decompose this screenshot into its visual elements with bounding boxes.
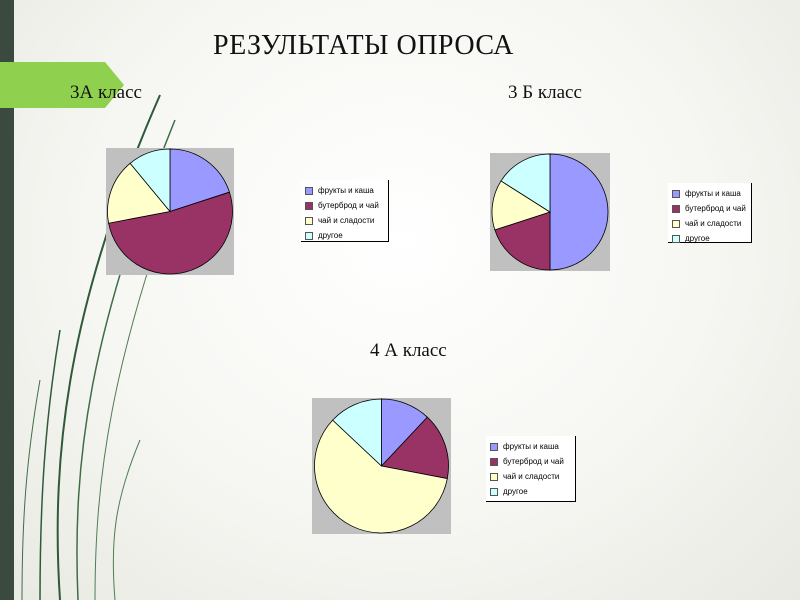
legend-item-other: другое: [305, 228, 384, 243]
legend-item-sandwich-tea: бутерброд и чай: [672, 201, 747, 216]
legend-item-sandwich-tea: бутерброд и чай: [490, 454, 571, 469]
legend-item-fruits-porridge: фрукты и каша: [490, 439, 571, 454]
legend-label: фрукты и каша: [685, 189, 741, 198]
chart-title-3a: 3А класс: [70, 82, 142, 103]
pie-slice-other: [332, 398, 382, 467]
legend-item-fruits-porridge: фрукты и каша: [672, 186, 747, 201]
pie-chart-4a: [314, 398, 449, 534]
legend-swatch: [305, 201, 313, 210]
legend-item-other: другое: [672, 231, 747, 246]
pie-slice-sandwich-tea: [108, 191, 233, 275]
legend-swatch: [672, 234, 680, 243]
pie-slice-tea-sweets: [107, 162, 171, 224]
legend-item-fruits-porridge: фрукты и каша: [305, 183, 384, 198]
legend-label: фрукты и каша: [503, 442, 559, 451]
page-title: РЕЗУЛЬТАТЫ ОПРОСА: [213, 30, 514, 61]
legend-label: другое: [318, 231, 343, 240]
legend-label: другое: [685, 234, 710, 243]
left-accent-bar: [0, 0, 14, 600]
pie-slice-fruits-porridge: [549, 153, 609, 271]
legend-swatch: [490, 472, 498, 481]
pie-chart-3a: [107, 148, 233, 275]
legend-label: другое: [503, 487, 528, 496]
chart-title-3b: 3 Б класс: [508, 82, 582, 103]
pie-slice-sandwich-tea: [494, 211, 551, 271]
legend-label: чай и сладости: [318, 216, 375, 225]
legend-label: бутерброд и чай: [318, 201, 379, 210]
legend-label: бутерброд и чай: [685, 204, 746, 213]
legend-label: чай и сладости: [685, 219, 742, 228]
legend-item-tea-sweets: чай и сладости: [490, 469, 571, 484]
legend-item-tea-sweets: чай и сладости: [672, 216, 747, 231]
legend-swatch: [305, 231, 313, 240]
legend-swatch: [305, 186, 313, 195]
legend-3a: фрукты и каша бутерброд и чай чай и сладос…: [301, 180, 389, 242]
pie-slice-tea-sweets: [314, 419, 448, 534]
pie-chart-3b: [491, 153, 609, 271]
legend-label: чай и сладости: [503, 472, 560, 481]
legend-swatch: [672, 189, 680, 198]
legend-label: бутерброд и чай: [503, 457, 564, 466]
legend-swatch: [490, 487, 498, 496]
legend-item-other: другое: [490, 484, 571, 499]
pie-slice-sandwich-tea: [380, 416, 449, 480]
legend-4a: фрукты и каша бутерброд и чай чай и сладос…: [486, 436, 576, 502]
chart-title-4a: 4 А класс: [370, 340, 447, 361]
legend-swatch: [490, 442, 498, 451]
legend-swatch: [490, 457, 498, 466]
title-arrow-shape: [0, 62, 124, 108]
pie-slice-fruits-porridge: [169, 148, 230, 213]
legend-swatch: [672, 204, 680, 213]
pie-slice-other: [500, 153, 551, 213]
legend-item-sandwich-tea: бутерброд и чай: [305, 198, 384, 213]
pie-slice-other: [129, 148, 171, 213]
legend-3b: фрукты и каша бутерброд и чай чай и сладос…: [668, 183, 752, 243]
legend-item-tea-sweets: чай и сладости: [305, 213, 384, 228]
legend-swatch: [305, 216, 313, 225]
legend-label: фрукты и каша: [318, 186, 374, 195]
legend-swatch: [672, 219, 680, 228]
pie-slice-tea-sweets: [491, 180, 551, 231]
